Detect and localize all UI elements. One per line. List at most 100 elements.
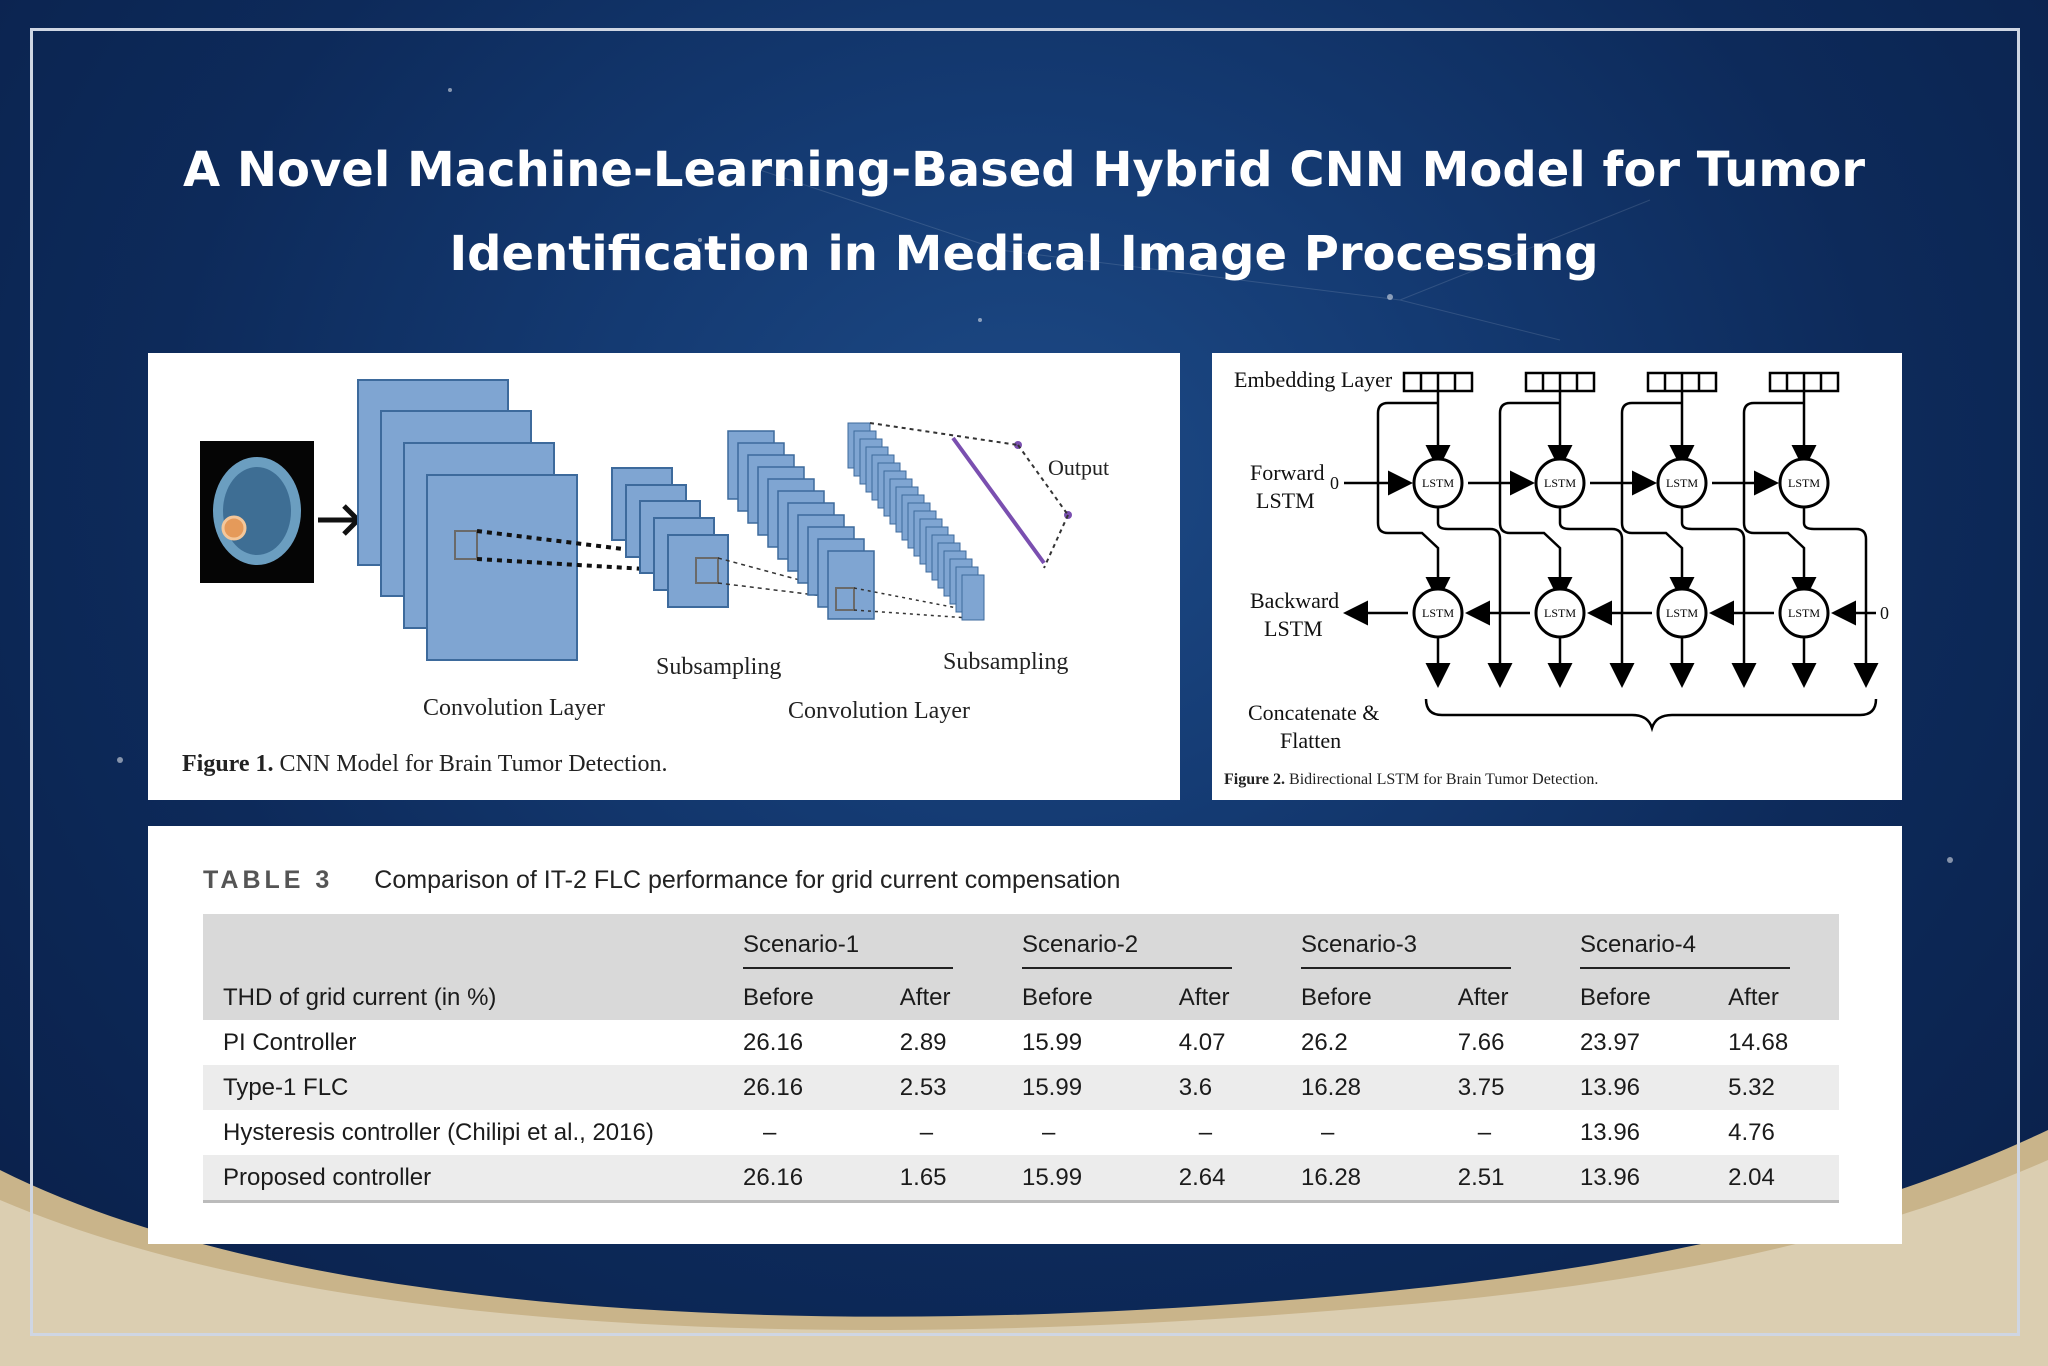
receptive-field-3 xyxy=(835,587,855,611)
header-scenario-4: Scenario-4 xyxy=(1559,914,1839,975)
row-name: Type-1 FLC xyxy=(203,1065,723,1110)
comparison-table: Scenario-1 Scenario-2 Scenario-3 Scenari… xyxy=(203,914,1839,1203)
label-forward-1: Forward xyxy=(1250,460,1325,485)
label-embedding-layer: Embedding Layer xyxy=(1234,367,1393,392)
table-heading: TABLE 3 Comparison of IT-2 FLC performan… xyxy=(203,866,1120,895)
label-subsampling-2: Subsampling xyxy=(943,649,1068,675)
cell: 3.6 xyxy=(1158,1065,1281,1110)
cell: 13.96 xyxy=(1559,1110,1709,1155)
figure-2-caption: Figure 2. Bidirectional LSTM for Brain T… xyxy=(1224,771,1598,789)
backward-zero: 0 xyxy=(1880,603,1889,623)
col-before: Before xyxy=(723,975,880,1020)
cell: 26.16 xyxy=(723,1155,880,1203)
row-name: Hysteresis controller (Chilipi et al., 2… xyxy=(203,1110,723,1155)
subsampling-2-stack xyxy=(847,422,985,621)
output-connection-lines xyxy=(869,422,1069,569)
lstm-cell-label: LSTM xyxy=(1422,476,1454,490)
cell: 26.16 xyxy=(723,1065,880,1110)
title-line-2: Identification in Medical Image Processi… xyxy=(449,226,1599,282)
cell: 4.76 xyxy=(1708,1110,1839,1155)
cell: 2.04 xyxy=(1708,1155,1839,1203)
row-name: PI Controller xyxy=(203,1020,723,1065)
cell: 2.64 xyxy=(1158,1155,1281,1203)
receptive-field-2 xyxy=(695,557,719,584)
figure-2-panel: Embedding Layer Forward LSTM Backward LS… xyxy=(1212,353,1902,800)
cell: 15.99 xyxy=(1001,1065,1159,1110)
cell: – xyxy=(1001,1110,1159,1155)
slide-frame xyxy=(30,28,2020,1336)
table-header-row-columns: THD of grid current (in %) Before After … xyxy=(203,975,1839,1020)
scenario-label: Scenario-2 xyxy=(1021,931,1232,969)
cell: 2.53 xyxy=(879,1065,1002,1110)
figure-1-caption: Figure 1. CNN Model for Brain Tumor Dete… xyxy=(182,751,668,778)
cell: – xyxy=(723,1110,880,1155)
cell: 26.16 xyxy=(723,1020,880,1065)
table-panel: TABLE 3 Comparison of IT-2 FLC performan… xyxy=(148,826,1902,1244)
label-forward-2: LSTM xyxy=(1256,488,1315,513)
network-lines xyxy=(759,169,1651,341)
cell: 26.2 xyxy=(1280,1020,1438,1065)
table-caption: Comparison of IT-2 FLC performance for g… xyxy=(374,866,1121,894)
label-backward-2: LSTM xyxy=(1264,616,1323,641)
cell: 13.96 xyxy=(1559,1065,1709,1110)
header-scenario-3: Scenario-3 xyxy=(1280,914,1560,975)
concat-brace xyxy=(1424,698,1878,733)
cell: 7.66 xyxy=(1437,1020,1560,1065)
figure-1-caption-text: CNN Model for Brain Tumor Detection. xyxy=(279,751,668,777)
col-after: After xyxy=(879,975,1002,1020)
scenario-label: Scenario-4 xyxy=(1579,931,1790,969)
subsampling-1-stack xyxy=(611,467,729,608)
figure-2-caption-text: Bidirectional LSTM for Brain Tumor Detec… xyxy=(1289,771,1599,788)
gold-swoosh-highlight xyxy=(0,1160,2048,1366)
figure-2-label: Figure 2. xyxy=(1224,771,1286,788)
lstm-cell-label: LSTM xyxy=(1544,606,1576,620)
col-after: After xyxy=(1708,975,1839,1020)
bilstm-diagram: Embedding Layer Forward LSTM Backward LS… xyxy=(1234,367,1889,753)
backward-lstm-cells xyxy=(1412,587,1830,639)
label-output: Output xyxy=(1048,455,1109,480)
scenario-label: Scenario-1 xyxy=(743,931,953,969)
table-row: Hysteresis controller (Chilipi et al., 2… xyxy=(203,1110,1839,1155)
slide-title: A Novel Machine-Learning-Based Hybrid CN… xyxy=(100,128,1948,296)
header-blank xyxy=(203,914,723,975)
col-before: Before xyxy=(1001,975,1159,1020)
forward-zero: 0 xyxy=(1330,473,1339,493)
row-name: Proposed controller xyxy=(203,1155,723,1203)
cell: 2.51 xyxy=(1437,1155,1560,1203)
table-row: Proposed controller 26.16 1.65 15.99 2.6… xyxy=(203,1155,1839,1203)
col-before: Before xyxy=(1280,975,1438,1020)
lstm-cell-label: LSTM xyxy=(1666,476,1698,490)
forward-lstm-cells xyxy=(1412,457,1830,509)
cell: 1.65 xyxy=(879,1155,1002,1203)
embedding-vectors xyxy=(1402,371,1840,393)
title-line-1: A Novel Machine-Learning-Based Hybrid CN… xyxy=(182,142,1865,198)
cell: 2.89 xyxy=(879,1020,1002,1065)
header-scenario-2: Scenario-2 xyxy=(1001,914,1281,975)
cell: 3.75 xyxy=(1437,1065,1560,1110)
label-concat-1: Concatenate & xyxy=(1248,700,1379,725)
conv-layer-2-stack xyxy=(727,430,875,620)
cell: – xyxy=(879,1110,1002,1155)
receptive-field-1 xyxy=(454,530,478,560)
cell: – xyxy=(1280,1110,1438,1155)
tumor-spot xyxy=(221,515,247,541)
figure-1-label: Figure 1. xyxy=(182,751,274,777)
table-label: TABLE 3 xyxy=(203,866,334,894)
cell: 4.07 xyxy=(1158,1020,1281,1065)
cell: 5.32 xyxy=(1708,1065,1839,1110)
output-layer-line xyxy=(951,436,1046,565)
cell: 16.28 xyxy=(1280,1155,1438,1203)
lstm-cell-label: LSTM xyxy=(1422,606,1454,620)
lstm-cell-label: LSTM xyxy=(1544,476,1576,490)
figure-1-panel: Output Convolution Layer Subsampling Con… xyxy=(148,353,1180,800)
label-concat-2: Flatten xyxy=(1280,728,1341,753)
cnn-diagram: Output Convolution Layer Subsampling Con… xyxy=(200,379,1109,724)
cell: 14.68 xyxy=(1708,1020,1839,1065)
cell: – xyxy=(1158,1110,1281,1155)
cell: 16.28 xyxy=(1280,1065,1438,1110)
table-header-row-scenarios: Scenario-1 Scenario-2 Scenario-3 Scenari… xyxy=(203,914,1839,975)
lstm-cell-label: LSTM xyxy=(1666,606,1698,620)
col-before: Before xyxy=(1559,975,1709,1020)
table-row: PI Controller 26.16 2.89 15.99 4.07 26.2… xyxy=(203,1020,1839,1065)
